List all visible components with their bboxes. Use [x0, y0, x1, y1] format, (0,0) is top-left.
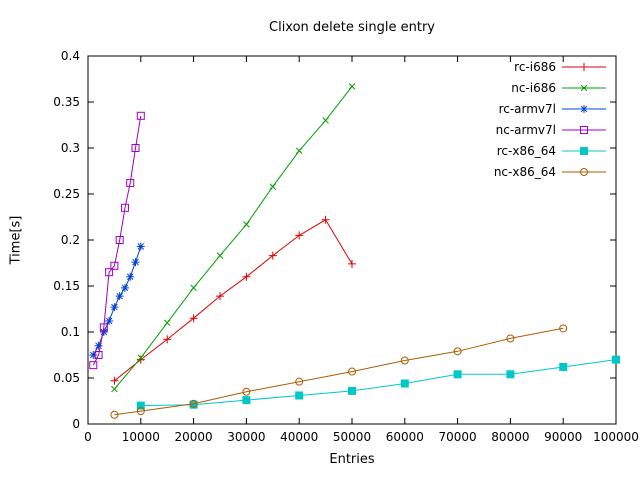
x-tick-label: 70000: [439, 430, 477, 444]
legend-sample-marker-nc-i686: [580, 84, 588, 92]
series-markers-rc-i686: [110, 215, 356, 385]
x-tick-label: 10000: [122, 430, 160, 444]
y-tick-label: 0.3: [61, 141, 80, 155]
legend-label-nc-armv7l: nc-armv7l: [496, 123, 556, 137]
x-tick-label: 0: [84, 430, 92, 444]
series-line-nc-i686: [114, 86, 353, 390]
series-line-rc-i686: [114, 219, 353, 382]
y-tick-label: 0.35: [53, 95, 80, 109]
series-line-rc-x86_64: [140, 359, 617, 407]
y-tick-label: 0: [72, 417, 80, 431]
legend-label-rc-armv7l: rc-armv7l: [499, 102, 556, 116]
x-tick-label: 60000: [386, 430, 424, 444]
series-markers-rc-x86_64: [136, 355, 620, 410]
legend-label-rc-i686: rc-i686: [514, 60, 556, 74]
series-markers-nc-x86_64: [110, 324, 568, 419]
series-markers-rc-armv7l: [89, 242, 145, 359]
x-tick-label: 80000: [491, 430, 529, 444]
series-markers-nc-i686: [111, 83, 356, 393]
y-tick-label: 0.05: [53, 371, 80, 385]
legend-sample-marker-rc-armv7l: [580, 105, 588, 113]
y-axis-label: Time[s]: [8, 215, 24, 265]
legend-sample-marker-rc-x86_64: [580, 147, 588, 155]
y-tick-label: 0.4: [61, 49, 80, 63]
x-tick-label: 20000: [175, 430, 213, 444]
x-tick-label: 100000: [593, 430, 639, 444]
x-tick-label: 30000: [227, 430, 265, 444]
x-axis-label: Entries: [329, 452, 375, 467]
y-tick-label: 0.25: [53, 187, 80, 201]
legend-sample-marker-rc-i686: [580, 63, 588, 71]
legend-label-nc-i686: nc-i686: [511, 81, 556, 95]
legend-sample-marker-nc-armv7l: [580, 126, 588, 134]
legend-label-nc-x86_64: nc-x86_64: [494, 165, 556, 179]
series-line-nc-armv7l: [92, 115, 142, 366]
x-tick-label: 90000: [544, 430, 582, 444]
y-tick-label: 0.1: [61, 325, 80, 339]
legend-sample-marker-nc-x86_64: [580, 168, 588, 176]
series-line-nc-x86_64: [114, 327, 564, 416]
x-tick-label: 50000: [333, 430, 371, 444]
legend-label-rc-x86_64: rc-x86_64: [497, 144, 556, 158]
series-markers-nc-armv7l: [89, 111, 145, 370]
x-tick-label: 40000: [280, 430, 318, 444]
chart-title: Clixon delete single entry: [269, 20, 435, 35]
y-tick-label: 0.15: [53, 279, 80, 293]
y-tick-label: 0.2: [61, 233, 80, 247]
